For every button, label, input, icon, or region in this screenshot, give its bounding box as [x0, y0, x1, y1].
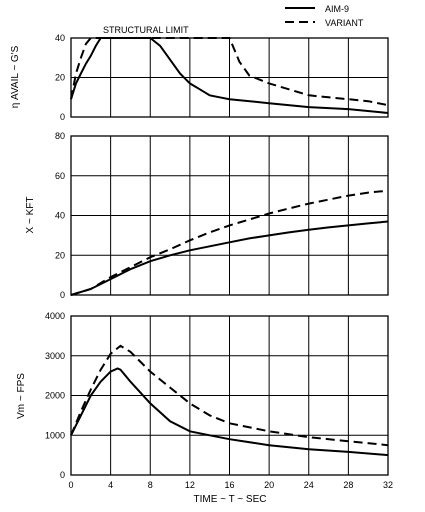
series-line-aim9 [70, 37, 389, 114]
series-line-variant [70, 189, 389, 296]
y-tick-label: 0 [60, 290, 65, 300]
y-tick-label: 20 [55, 73, 65, 83]
y-tick-label: 40 [55, 211, 65, 221]
y-tick-label: 20 [55, 250, 65, 260]
x-tick-label: 8 [148, 480, 153, 490]
y-axis-label: X ~ KFT [25, 197, 36, 234]
x-tick-label: 20 [264, 480, 274, 490]
series-layer [70, 37, 389, 114]
structural-limit-annotation: STRUCTURAL LIMIT [103, 25, 189, 35]
series-layer [70, 189, 389, 296]
x-tick-label: 16 [224, 480, 234, 490]
tick-layer: 0 20 40 [55, 33, 65, 122]
x-tick-label: 24 [304, 480, 314, 490]
x-tick-label: 28 [343, 480, 353, 490]
series-line-variant [70, 344, 389, 447]
legend-label-aim9: AIM-9 [325, 4, 349, 14]
legend: AIM-9 VARIANT [285, 4, 364, 28]
x-tick-label: 0 [68, 480, 73, 490]
tick-layer: 0 1000 2000 3000 4000 [45, 311, 65, 480]
plot-frame [70, 135, 389, 296]
grid-layer [70, 37, 389, 118]
series-line-variant [70, 37, 389, 107]
legend-label-variant: VARIANT [325, 18, 364, 28]
y-tick-label: 4000 [45, 311, 65, 321]
series-line-aim9 [70, 367, 389, 457]
y-tick-label: 0 [60, 112, 65, 122]
y-tick-label: 80 [55, 131, 65, 141]
y-axis-label: Vm ~ FPS [16, 373, 27, 419]
tick-layer: 0 20 40 60 80 [55, 131, 65, 300]
panel-velocity: 0 1000 2000 3000 4000 Vm ~ FPS [16, 311, 389, 480]
y-axis-label: η AVAIL ~ G'S [10, 45, 21, 108]
panel-range: 0 20 40 60 80 X ~ KFT [25, 131, 389, 300]
y-tick-label: 1000 [45, 430, 65, 440]
plot-frame [70, 315, 389, 476]
y-tick-label: 0 [60, 470, 65, 480]
x-tick-label: 12 [185, 480, 195, 490]
panel-g-available: 0 20 40 STRUCTURAL LIMIT η AVAIL ~ G'S [10, 25, 389, 122]
y-tick-label: 60 [55, 171, 65, 181]
y-tick-label: 40 [55, 33, 65, 43]
x-axis-label: TIME ~ T ~ SEC [194, 494, 267, 505]
x-tick-label: 32 [383, 480, 393, 490]
x-tick-labels: 0 4 8 12 16 20 24 28 32 [68, 480, 393, 490]
series-line-aim9 [70, 220, 389, 296]
y-tick-label: 3000 [45, 351, 65, 361]
series-layer [70, 344, 389, 457]
y-tick-label: 2000 [45, 391, 65, 401]
grid-layer [70, 135, 389, 296]
x-tick-label: 4 [108, 480, 113, 490]
